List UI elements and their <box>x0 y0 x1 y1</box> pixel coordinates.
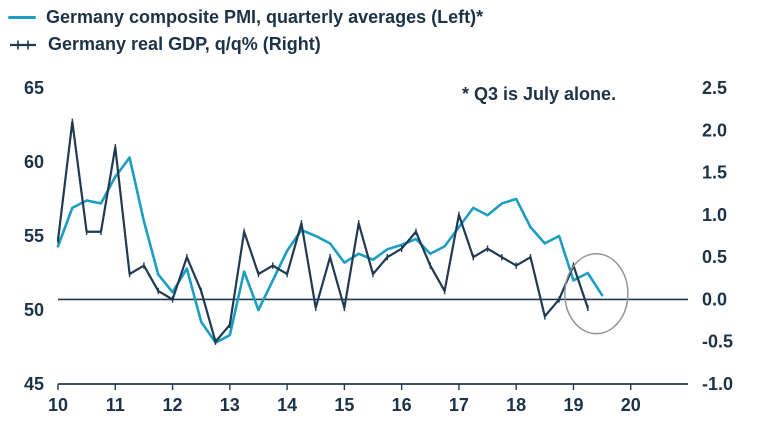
x-tick-label: 20 <box>621 395 641 415</box>
x-tick-label: 18 <box>506 395 526 415</box>
legend: Germany composite PMI, quarterly average… <box>8 4 483 58</box>
x-tick-label: 15 <box>334 395 354 415</box>
left-axis-tick-label: 45 <box>24 374 44 394</box>
right-axis-tick-label: -0.5 <box>702 332 733 352</box>
right-axis-tick-label: 2.5 <box>702 78 727 98</box>
left-axis-tick-label: 55 <box>24 226 44 246</box>
gdp-line-swatch <box>10 40 36 49</box>
x-tick-label: 19 <box>563 395 583 415</box>
right-axis-tick-label: 2.0 <box>702 120 727 140</box>
x-tick-label: 17 <box>449 395 469 415</box>
right-axis-tick-label: -1.0 <box>702 374 733 394</box>
x-tick-label: 11 <box>106 395 125 415</box>
left-axis-tick-label: 60 <box>24 152 44 172</box>
footnote-annotation: * Q3 is July alone. <box>462 84 617 104</box>
right-axis-tick-label: 1.5 <box>702 163 727 183</box>
right-axis-tick-label: 0.5 <box>702 247 727 267</box>
left-axis-tick-label: 50 <box>24 300 44 320</box>
highlight-circle <box>564 253 629 335</box>
legend-item-pmi: Germany composite PMI, quarterly average… <box>8 4 483 31</box>
x-tick-label: 16 <box>392 395 412 415</box>
legend-label-gdp: Germany real GDP, q/q% (Right) <box>48 34 321 54</box>
x-tick-label: 13 <box>220 395 240 415</box>
right-axis-tick-label: 1.0 <box>702 205 727 225</box>
pmi-line <box>56 156 604 344</box>
x-tick-label: 14 <box>277 395 297 415</box>
gdp-line <box>56 120 589 343</box>
legend-item-gdp: Germany real GDP, q/q% (Right) <box>8 31 483 58</box>
legend-label-pmi: Germany composite PMI, quarterly average… <box>46 7 484 27</box>
right-axis-tick-label: 0.0 <box>702 289 727 309</box>
x-tick-label: 10 <box>48 395 68 415</box>
pmi-line-swatch <box>8 16 36 19</box>
x-tick-label: 12 <box>163 395 183 415</box>
left-axis-tick-label: 65 <box>24 78 44 98</box>
